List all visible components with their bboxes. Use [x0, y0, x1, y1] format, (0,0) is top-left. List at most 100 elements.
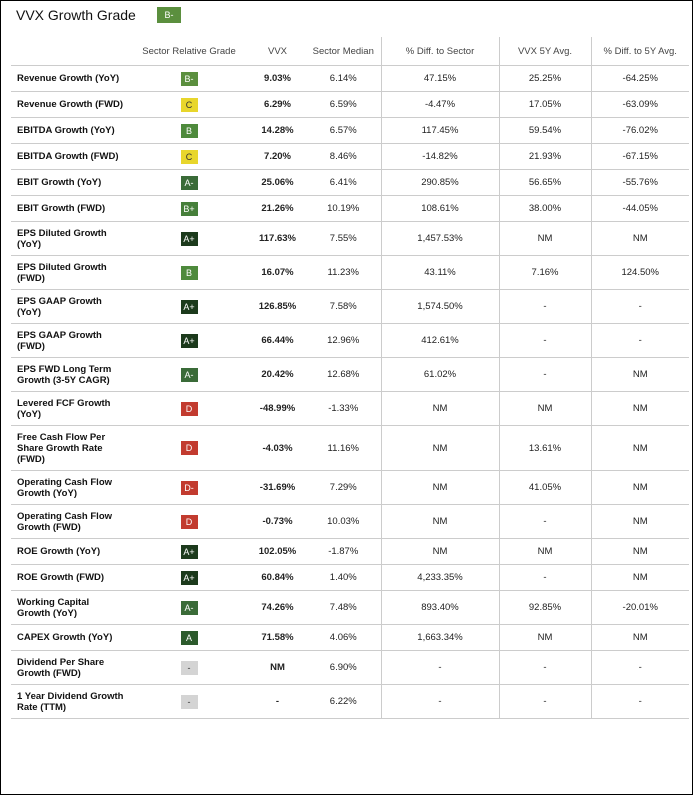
value-cell: 10.03% [306, 504, 381, 539]
table-row: EPS FWD Long Term Growth (3-5Y CAGR) A- 20… [11, 357, 689, 392]
table-row: CAPEX Growth (YoY) A 71.58% 4.06% 1,663.34% N… [11, 624, 689, 651]
grade-cell: D [129, 425, 249, 471]
grade-badge: D [180, 514, 198, 529]
grade-badge: B- [180, 71, 198, 86]
value-cell: -0.73% [249, 504, 306, 539]
value-cell: -1.87% [306, 538, 381, 565]
value-cell: - [590, 289, 689, 324]
table-row: EBIT Growth (FWD) B+ 21.26% 10.19% 108.61% 38… [11, 195, 689, 222]
grade-badge: B+ [180, 201, 198, 216]
table-row: Operating Cash Flow Growth (YoY) D- -31.69… [11, 470, 689, 505]
value-cell: 6.29% [249, 91, 306, 118]
value-cell: 66.44% [249, 323, 306, 358]
value-cell: 25.25% [498, 65, 591, 92]
value-cell: 102.05% [249, 538, 306, 565]
grade-cell: - [129, 684, 249, 719]
value-cell: -48.99% [249, 391, 306, 426]
metric-name: CAPEX Growth (YoY) [11, 624, 129, 651]
value-cell: - [498, 564, 591, 591]
grade-cell: A+ [129, 221, 249, 256]
header-cell [11, 37, 129, 66]
grade-cell: B+ [129, 195, 249, 222]
grade-badge: C [180, 97, 198, 112]
table-row: ROE Growth (YoY) A+ 102.05% -1.87% NM NM NM [11, 538, 689, 565]
grade-badge: A+ [180, 333, 198, 348]
value-cell: NM [590, 564, 689, 591]
value-cell: -4.47% [380, 91, 499, 118]
table-row: EBIT Growth (YoY) A- 25.06% 6.41% 290.85% 56.… [11, 169, 689, 196]
value-cell: 7.55% [306, 221, 381, 256]
value-cell: 412.61% [380, 323, 499, 358]
value-cell: 7.16% [498, 255, 591, 290]
grade-cell: C [129, 91, 249, 118]
grade-badge: A- [180, 600, 198, 615]
table-row: ROE Growth (FWD) A+ 60.84% 1.40% 4,233.35% - N… [11, 564, 689, 591]
value-cell: 71.58% [249, 624, 306, 651]
metric-name: EBIT Growth (FWD) [11, 195, 129, 222]
value-cell: NM [380, 504, 499, 539]
column-header: VVX 5Y Avg. [498, 37, 591, 66]
grade-badge: D- [180, 480, 198, 495]
metric-name: ROE Growth (FWD) [11, 564, 129, 591]
value-cell: 893.40% [380, 590, 499, 625]
grade-badge: A+ [180, 231, 198, 246]
value-cell: 1,457.53% [380, 221, 499, 256]
value-cell: NM [249, 650, 306, 685]
value-cell: NM [498, 391, 591, 426]
value-cell: - [498, 323, 591, 358]
value-cell: -14.82% [380, 143, 499, 170]
value-cell: -64.25% [590, 65, 689, 92]
column-header: Sector Median [306, 37, 381, 66]
value-cell: -44.05% [590, 195, 689, 222]
value-cell: 124.50% [590, 255, 689, 290]
grade-cell: B [129, 117, 249, 144]
value-cell: 4.06% [306, 624, 381, 651]
table-row: EPS Diluted Growth (FWD) B 16.07% 11.23% 43.… [11, 255, 689, 290]
grade-badge: A+ [180, 299, 198, 314]
value-cell: -4.03% [249, 425, 306, 471]
growth-table: Sector Relative Grade VVX Sector Median% D… [11, 37, 689, 719]
header-row: Sector Relative Grade VVX Sector Median% D… [11, 37, 689, 66]
value-cell: 14.28% [249, 117, 306, 144]
column-header: % Diff. to Sector [380, 37, 499, 66]
value-cell: 13.61% [498, 425, 591, 471]
column-header: % Diff. to 5Y Avg. [590, 37, 689, 66]
value-cell: 60.84% [249, 564, 306, 591]
value-cell: 47.15% [380, 65, 499, 92]
grade-badge: A+ [180, 544, 198, 559]
value-cell: -20.01% [590, 590, 689, 625]
grade-cell: A- [129, 169, 249, 196]
overall-grade: B- [157, 7, 181, 23]
table-row: Dividend Per Share Growth (FWD) - NM 6.90% -… [11, 650, 689, 685]
metric-name: EPS GAAP Growth (YoY) [11, 289, 129, 324]
value-cell: 38.00% [498, 195, 591, 222]
metric-name: EPS FWD Long Term Growth (3-5Y CAGR) [11, 357, 129, 392]
grade-cell: A- [129, 357, 249, 392]
value-cell: NM [590, 425, 689, 471]
value-cell: -1.33% [306, 391, 381, 426]
value-cell: 21.93% [498, 143, 591, 170]
value-cell: 17.05% [498, 91, 591, 118]
value-cell: - [498, 504, 591, 539]
value-cell: 61.02% [380, 357, 499, 392]
table-row: Revenue Growth (FWD) C 6.29% 6.59% -4.47% 17.… [11, 91, 689, 118]
value-cell: - [590, 323, 689, 358]
grade-badge: A- [180, 175, 198, 190]
value-cell: NM [498, 538, 591, 565]
column-header: Sector Relative Grade [129, 37, 249, 66]
value-cell: NM [590, 470, 689, 505]
metric-name: EPS Diluted Growth (FWD) [11, 255, 129, 290]
metric-name: 1 Year Dividend Growth Rate (TTM) [11, 684, 129, 719]
value-cell: 290.85% [380, 169, 499, 196]
grade-badge: B [180, 265, 198, 280]
value-cell: 11.16% [306, 425, 381, 471]
table-row: EPS Diluted Growth (YoY) A+ 117.63% 7.55% 1,… [11, 221, 689, 256]
grade-cell: - [129, 650, 249, 685]
value-cell: -63.09% [590, 91, 689, 118]
metric-name: EBITDA Growth (FWD) [11, 143, 129, 170]
value-cell: 12.68% [306, 357, 381, 392]
metric-name: Revenue Growth (FWD) [11, 91, 129, 118]
value-cell: 10.19% [306, 195, 381, 222]
grade-badge: - [180, 694, 198, 709]
